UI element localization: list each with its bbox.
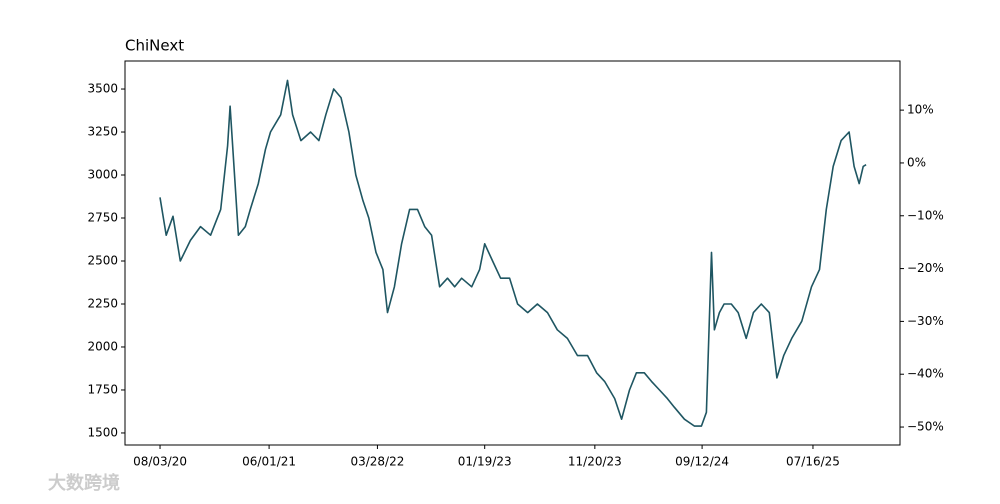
x-tick-label: 03/28/22 <box>350 455 404 469</box>
y2-tick-label: −40% <box>907 367 944 381</box>
y-tick-label: 2250 <box>87 296 118 310</box>
x-tick-label: 11/20/23 <box>568 455 622 469</box>
y-tick-label: 3000 <box>87 168 118 182</box>
y-tick-label: 2000 <box>87 339 118 353</box>
y2-tick-label: −20% <box>907 261 944 275</box>
plot-frame <box>124 60 901 446</box>
x-tick-label: 01/19/23 <box>458 455 512 469</box>
x-tick-label: 06/01/21 <box>242 455 296 469</box>
y-tick-label: 2500 <box>87 253 118 267</box>
y2-tick-label: −10% <box>907 208 944 222</box>
x-tick-label: 09/12/24 <box>675 455 729 469</box>
y2-tick-label: −30% <box>907 314 944 328</box>
y-tick-label: 2750 <box>87 211 118 225</box>
line-series <box>159 79 867 427</box>
watermark: 大数跨境 <box>48 472 120 494</box>
y2-tick-label: 0% <box>907 155 926 169</box>
y-tick-label: 3250 <box>87 125 118 139</box>
y-tick-label: 1500 <box>87 425 118 439</box>
x-tick-label: 07/16/25 <box>786 455 840 469</box>
chart-title: ChiNext <box>125 37 184 55</box>
x-tick-label: 08/03/20 <box>133 455 187 469</box>
y2-tick-label: 10% <box>907 103 934 117</box>
y-tick-label: 1750 <box>87 382 118 396</box>
y2-tick-label: −50% <box>907 420 944 434</box>
y-tick-label: 3500 <box>87 82 118 96</box>
